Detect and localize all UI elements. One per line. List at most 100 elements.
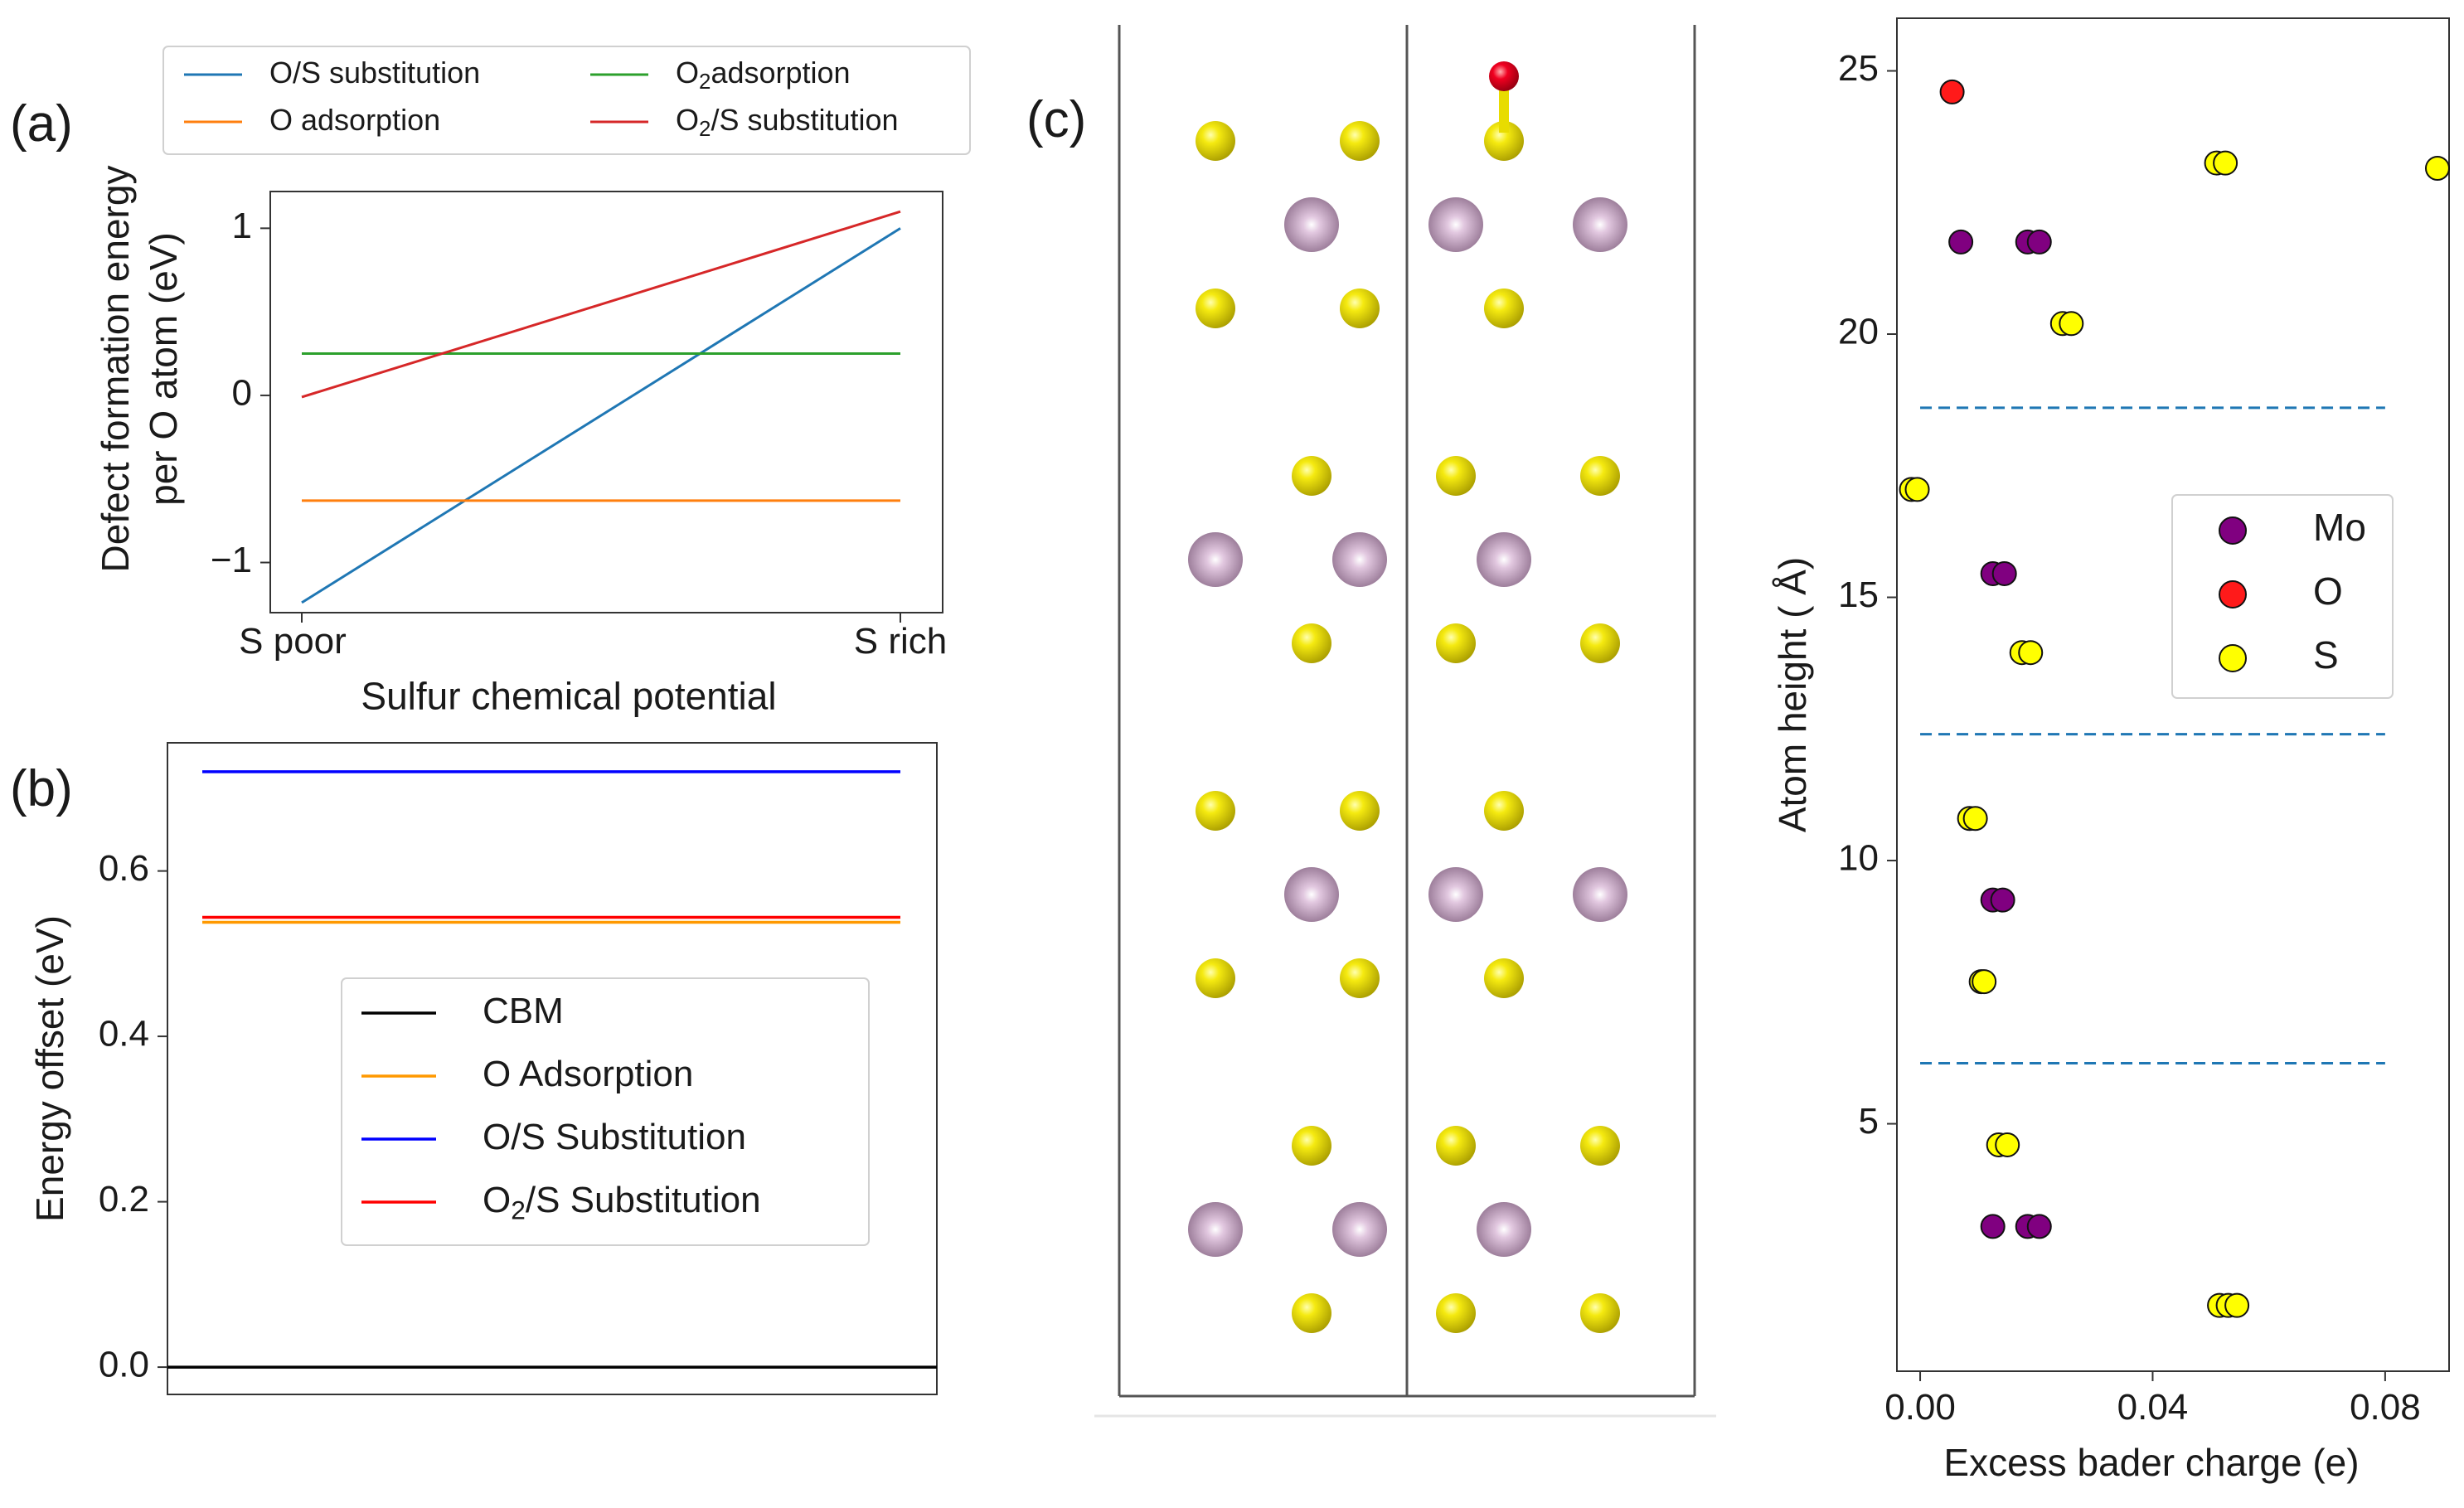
scatter-point-o-1 (1939, 79, 1965, 104)
atom-mo-layer4-3 (1477, 1202, 1531, 1257)
scatter-point-s-9 (2018, 640, 2044, 666)
y-tick-label-a-2: 1 (232, 206, 252, 246)
atom-s-layer3-top-2 (1340, 791, 1380, 831)
y-axis-label-a-line1: Defect formation energy (94, 166, 137, 573)
scatter-point-s-7 (1904, 477, 1930, 502)
legend-c-marker-mo (2219, 516, 2247, 545)
atom-mo-layer3-2 (1428, 867, 1483, 922)
o-s-bond (1499, 83, 1509, 133)
panel-label-c: (c) (1026, 91, 1086, 148)
atom-s-layer1-top-1 (1196, 121, 1235, 161)
legend-c-label-mo: Mo (2313, 506, 2366, 549)
legend-a-label-o-s-substitution-main: O/S substitution (269, 56, 480, 90)
atom-mo-layer2-2 (1332, 532, 1387, 587)
atom-s-layer1-top-2 (1340, 121, 1380, 161)
legend-a-label-o2-s-substitution-main: O (676, 103, 699, 137)
legend-a-label-o2adsorption-rest: adsorption (711, 56, 850, 90)
scatter-point-s-11 (1962, 806, 1988, 832)
legend-b-label-cbm-main: CBM (483, 991, 564, 1031)
atom-s-layer4-top-3 (1580, 1126, 1620, 1166)
y-tick-label-c-0: 5 (1859, 1101, 1879, 1142)
legend-c-marker-o (2219, 580, 2247, 609)
atom-mo-layer2-1 (1188, 532, 1243, 587)
x-tick-label-c-2: 0.08 (2350, 1387, 2421, 1428)
scatter-point-s-3 (2424, 155, 2450, 181)
legend-a-label-o2-s-substitution-rest: /S substitution (711, 103, 898, 137)
y-tick-label-c-1: 10 (1838, 838, 1879, 879)
atom-s-layer4-bottom-1 (1292, 1293, 1331, 1333)
legend-b-label-o2-s-substitution: O2/S Substitution (483, 1180, 761, 1225)
y-tick-label-c-4: 25 (1838, 48, 1879, 89)
legend-c-label-o: O (2313, 570, 2343, 613)
atom-s-layer4-bottom-3 (1580, 1293, 1620, 1333)
legend-b-label-o-adsorption-main: O Adsorption (483, 1054, 693, 1094)
atom-s-layer2-top-2 (1436, 456, 1476, 496)
atom-mo-layer1-3 (1573, 197, 1627, 252)
x-tick-label-c-0: 0.00 (1884, 1387, 1956, 1428)
atom-mo-layer3-1 (1284, 867, 1339, 922)
atom-s-layer2-bottom-1 (1292, 623, 1331, 663)
x-tick-label-s-poor: S poor (239, 621, 347, 662)
legend-a (162, 46, 971, 155)
legend-b-label-o2-s-substitution-main: O (483, 1180, 511, 1220)
legend-b (341, 977, 870, 1246)
series-line-o2-s-substitution (301, 210, 901, 399)
legend-b-label-cbm: CBM (483, 991, 564, 1031)
y-tick-label-a-0: −1 (211, 540, 252, 580)
y-tick-label-b-3: 0.6 (99, 848, 149, 889)
legend-b-label-o2-s-substitution-rest: /S Substitution (526, 1180, 761, 1220)
series-line-o-s-substitution (301, 227, 901, 604)
legend-a-label-o2-s-substitution: O2/S substitution (676, 103, 899, 141)
y-tick-label-a-1: 0 (232, 373, 252, 414)
atom-s-layer3-bottom-1 (1196, 958, 1235, 998)
atom-mo-layer1-1 (1284, 197, 1339, 252)
scatter-point-mo-5 (1991, 560, 2017, 586)
plot-a-frame (269, 191, 943, 613)
x-tick-label-s-rich: S rich (854, 621, 947, 662)
legend-a-label-o2adsorption-main: O (676, 56, 699, 90)
legend-a-label-o-adsorption-main: O adsorption (269, 103, 440, 137)
y-tick-label-b-2: 0.4 (99, 1014, 149, 1055)
scatter-point-s-15 (1995, 1132, 2020, 1157)
legend-a-label-o-adsorption: O adsorption (269, 103, 440, 137)
scatter-point-mo-10 (2026, 1214, 2052, 1239)
atom-mo-layer3-3 (1573, 867, 1627, 922)
scatter-point-s-13 (1972, 969, 1997, 995)
atom-mo-layer2-3 (1477, 532, 1531, 587)
y-axis-label-b: Energy offset (eV) (28, 915, 71, 1222)
atom-s-layer1-bottom-3 (1484, 289, 1524, 328)
y-axis-label-c: Atom height ( Å) (1771, 557, 1814, 832)
scatter-point-s-18 (2224, 1292, 2250, 1318)
atom-s-layer2-top-1 (1292, 456, 1331, 496)
scatter-point-mo-7 (1990, 887, 2015, 913)
atom-mo-layer4-2 (1332, 1202, 1387, 1257)
legend-a-label-o2adsorption-sub: 2 (699, 70, 711, 94)
atom-s-layer2-bottom-2 (1436, 623, 1476, 663)
y-tick-label-b-0: 0.0 (99, 1345, 149, 1385)
y-tick-label-c-3: 20 (1838, 312, 1879, 352)
panel-b-chart: 0.0 0.2 0.4 0.6 CBM O Adsorption O/S Substitu… (28, 742, 938, 1395)
atom-s-layer2-top-3 (1580, 456, 1620, 496)
atom-s-layer4-top-1 (1292, 1126, 1331, 1166)
atom-s-layer3-top-1 (1196, 791, 1235, 831)
x-axis-label-a: Sulfur chemical potential (361, 675, 776, 718)
atom-s-layer4-bottom-2 (1436, 1293, 1476, 1333)
atom-mo-layer4-1 (1188, 1202, 1243, 1257)
legend-b-label-o-s-substitution-main: O/S Substitution (483, 1117, 746, 1157)
atom-s-layer1-bottom-2 (1340, 289, 1380, 328)
crystal-structure (1094, 25, 1716, 1418)
legend-a-label-o2-s-substitution-sub: 2 (699, 118, 711, 141)
x-axis-label-c: Excess bader charge (e) (1943, 1441, 2359, 1484)
legend-c-marker-s (2219, 644, 2247, 672)
atom-s-layer3-bottom-2 (1340, 958, 1380, 998)
atom-s-layer4-top-2 (1436, 1126, 1476, 1166)
y-axis-label-a-line2: per O atom (eV) (142, 232, 185, 506)
plot-c-frame (1896, 17, 2450, 1372)
legend-b-label-o-s-substitution: O/S Substitution (483, 1117, 746, 1157)
legend-b-label-o-adsorption: O Adsorption (483, 1054, 693, 1094)
scatter-point-s-5 (2059, 311, 2084, 337)
atom-s-layer2-bottom-3 (1580, 623, 1620, 663)
scatter-point-mo-3 (2026, 229, 2052, 255)
atom-mo-layer1-2 (1428, 197, 1483, 252)
